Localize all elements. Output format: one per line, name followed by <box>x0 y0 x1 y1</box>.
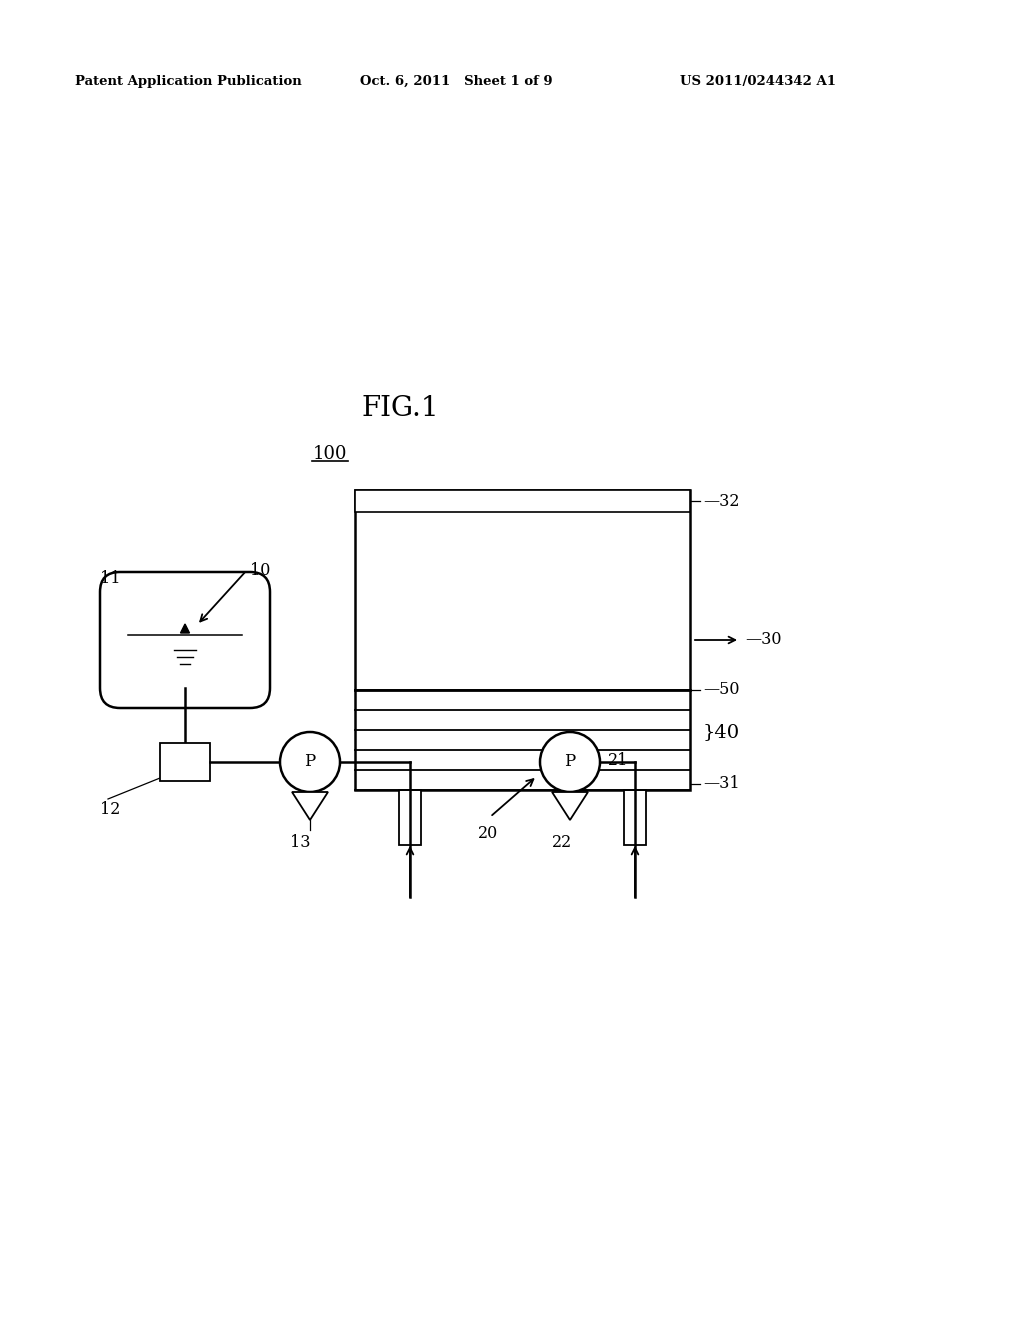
Text: Oct. 6, 2011   Sheet 1 of 9: Oct. 6, 2011 Sheet 1 of 9 <box>360 75 553 88</box>
Text: —31: —31 <box>703 776 739 792</box>
Text: 10: 10 <box>250 562 270 579</box>
Bar <box>355 490 690 789</box>
Text: 21: 21 <box>608 752 629 770</box>
Polygon shape <box>180 624 189 634</box>
Polygon shape <box>292 792 328 820</box>
Text: —50: —50 <box>703 681 739 698</box>
Text: —30: —30 <box>745 631 781 648</box>
Text: —32: —32 <box>703 492 739 510</box>
Bar <box>624 789 646 845</box>
Circle shape <box>540 733 600 792</box>
Text: P: P <box>564 754 575 771</box>
Text: US 2011/0244342 A1: US 2011/0244342 A1 <box>680 75 836 88</box>
Bar <box>355 490 690 512</box>
Text: Patent Application Publication: Patent Application Publication <box>75 75 302 88</box>
Bar <box>160 743 210 781</box>
Text: 22: 22 <box>552 834 572 851</box>
Bar <box>399 789 421 845</box>
Polygon shape <box>552 792 588 820</box>
Text: P: P <box>304 754 315 771</box>
Text: 100: 100 <box>312 445 347 463</box>
Text: FIG.1: FIG.1 <box>361 395 439 422</box>
Circle shape <box>280 733 340 792</box>
Text: 20: 20 <box>478 825 499 842</box>
Text: 13: 13 <box>290 834 310 851</box>
FancyBboxPatch shape <box>100 572 270 708</box>
Text: 12: 12 <box>100 801 121 818</box>
Text: 11: 11 <box>100 570 121 587</box>
Text: }40: }40 <box>703 723 740 741</box>
